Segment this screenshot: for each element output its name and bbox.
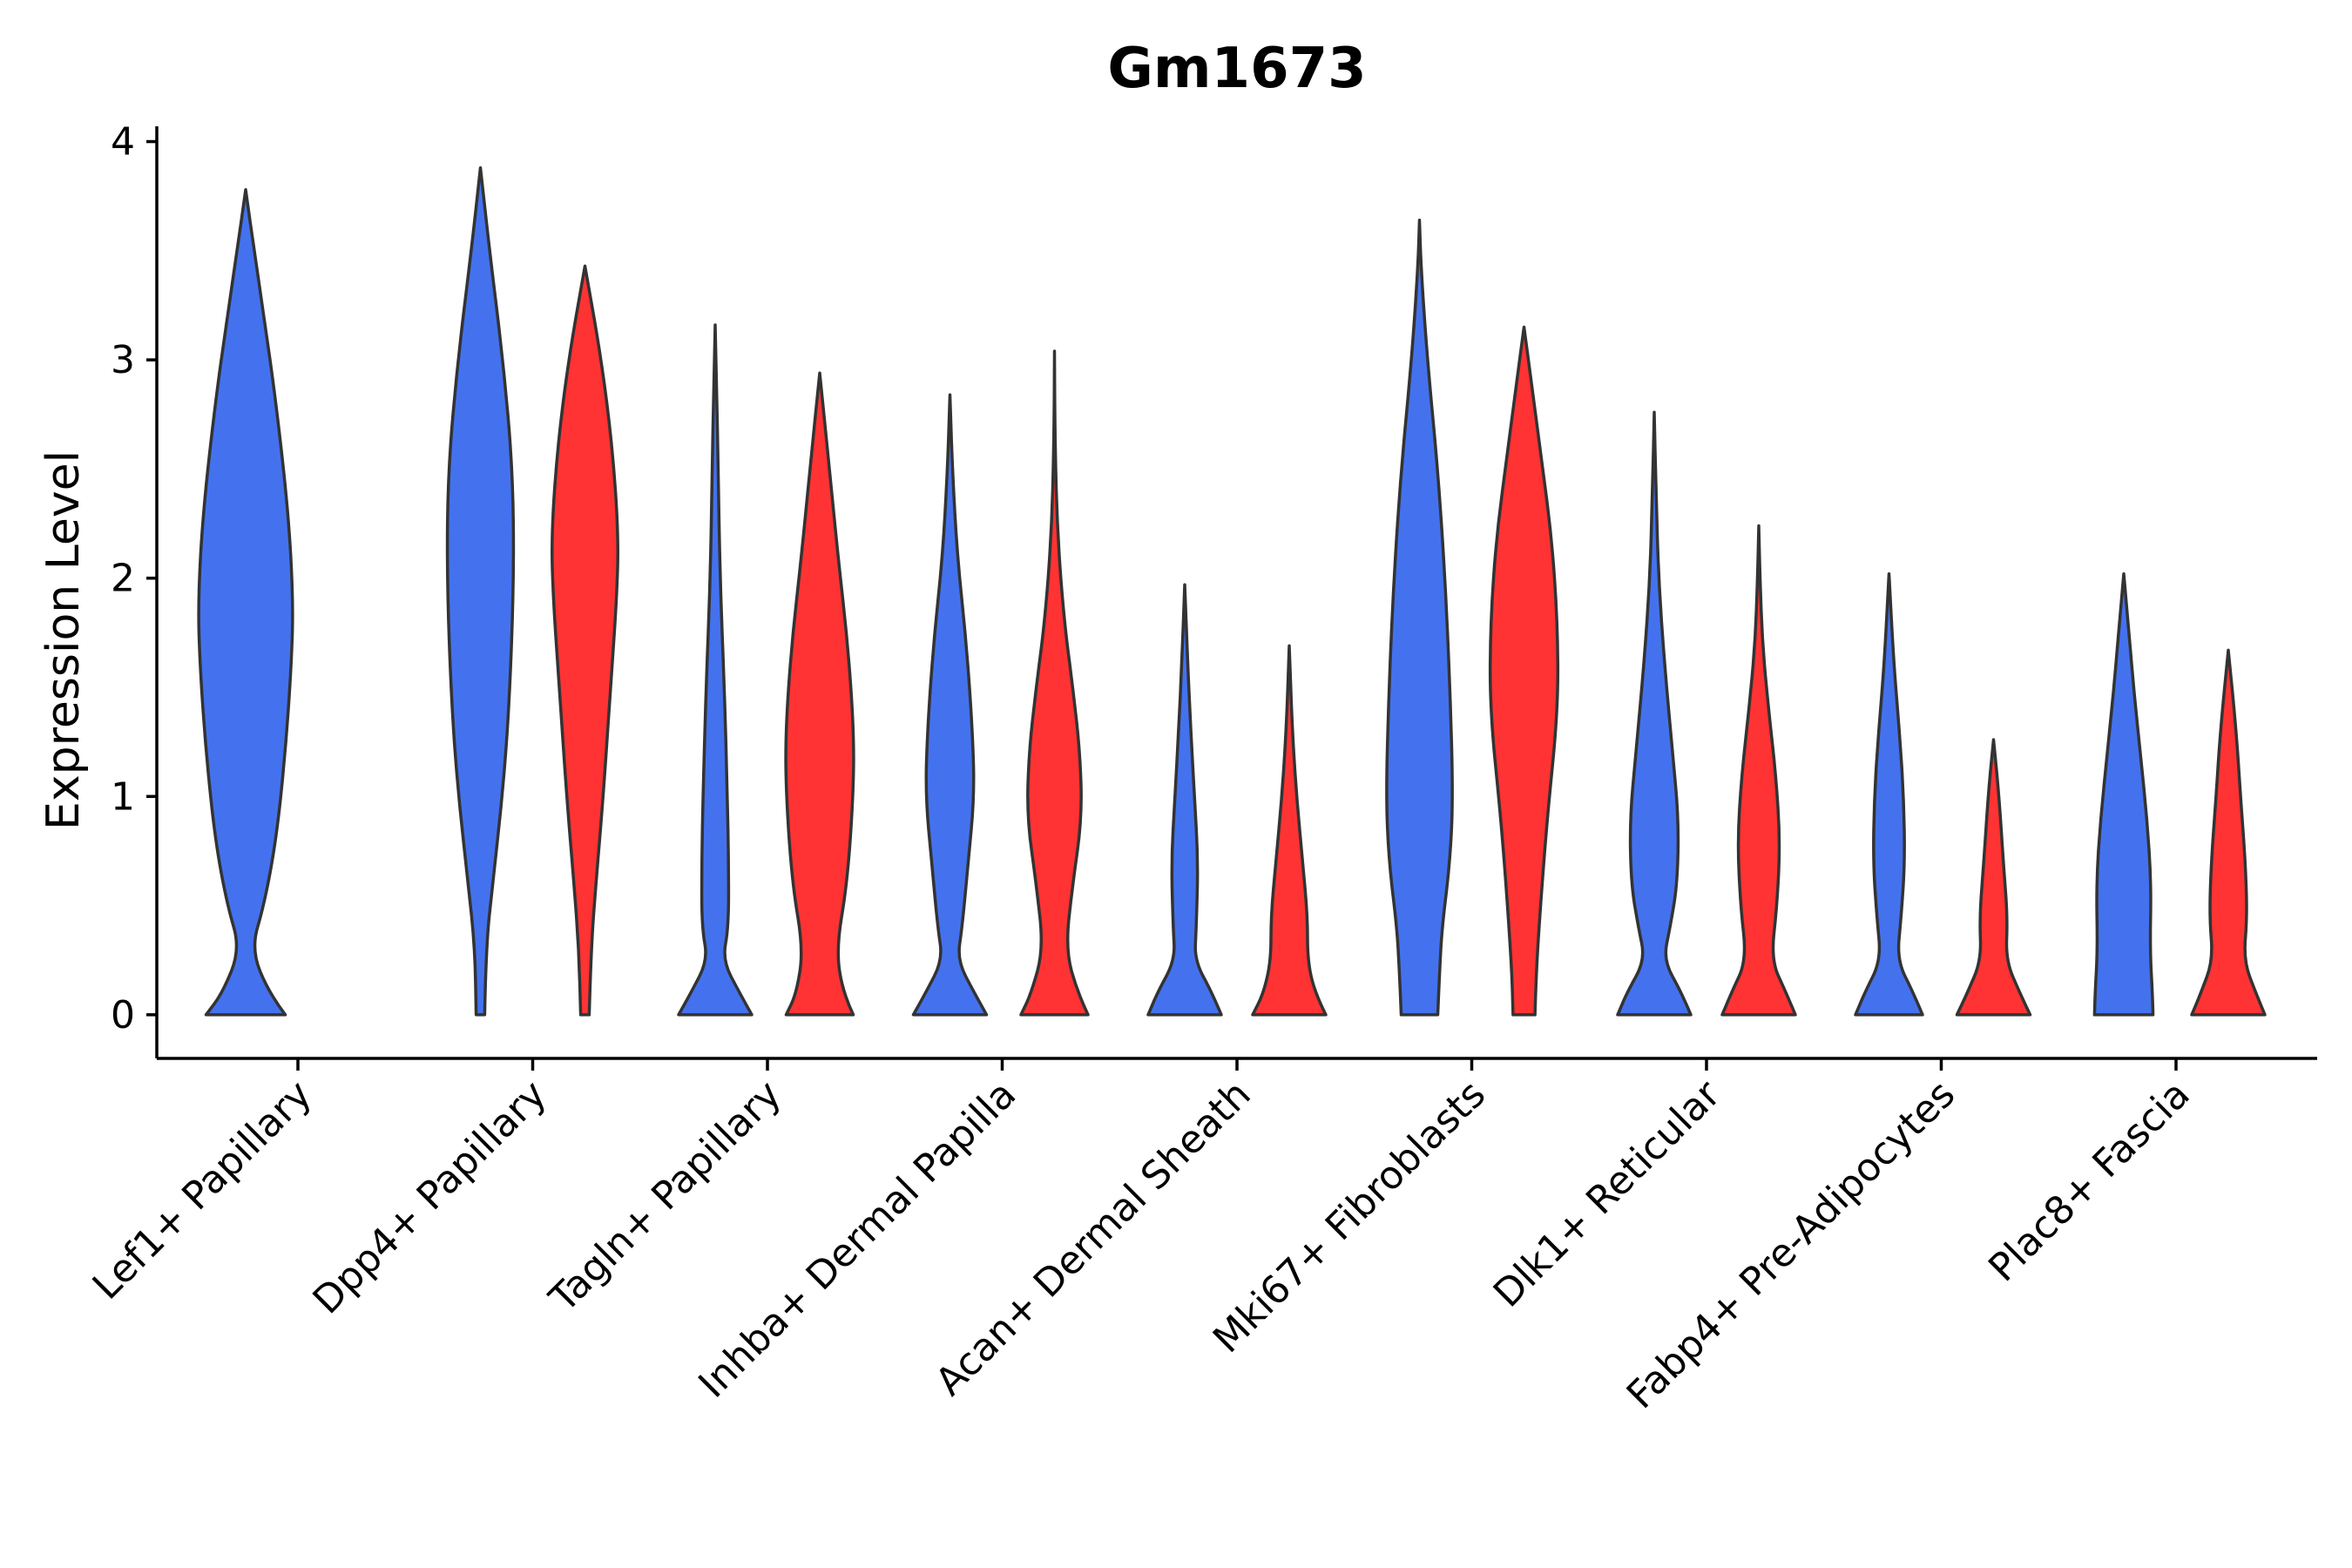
violin-blue-lef1-papillary xyxy=(197,187,294,1017)
y-axis-label: Expression Level xyxy=(37,450,90,830)
violin-red-inhba-dermal-papilla xyxy=(1019,349,1090,1017)
y-tick-label: 0 xyxy=(111,993,135,1037)
violin-blue-acan-dermal-sheath xyxy=(1146,583,1223,1017)
violin-red-fabp4-pre-adipocytes xyxy=(1955,738,2032,1017)
x-tick-label: Mki67+ Fibroblasts xyxy=(1205,1072,1494,1362)
violin-red-mki67-fibroblasts xyxy=(1488,325,1560,1017)
x-tick-label: Dlk1+ Reticular xyxy=(1485,1071,1730,1316)
y-tick-label: 3 xyxy=(111,338,135,382)
violin-red-acan-dermal-sheath xyxy=(1251,644,1328,1017)
violin-blue-plac8-fascia xyxy=(2092,571,2155,1017)
violin-blue-dlk1-reticular xyxy=(1616,410,1693,1017)
violin-plot-area xyxy=(197,166,2267,1017)
violin-blue-mki67-fibroblasts xyxy=(1385,219,1454,1017)
violin-blue-fabp4-pre-adipocytes xyxy=(1854,571,1924,1017)
x-tick-label: Tagln+ Papillary xyxy=(541,1072,790,1321)
violin-blue-inhba-dermal-papilla xyxy=(911,393,989,1017)
y-tick-label: 1 xyxy=(111,774,135,819)
violin-blue-tagln-papillary xyxy=(677,323,754,1017)
y-tick-label: 4 xyxy=(111,120,135,165)
y-axis: 0 1 2 3 4 xyxy=(111,120,159,1058)
x-tick-label: Lef1+ Papillary xyxy=(84,1072,321,1308)
violin-red-dpp4-papillary xyxy=(551,264,619,1017)
x-tick-label: Dpp4+ Papillary xyxy=(305,1072,556,1323)
violin-red-tagln-papillary xyxy=(784,371,855,1017)
violin-red-plac8-fascia xyxy=(2190,648,2267,1017)
x-tick-label: Plac8+ Fascia xyxy=(1980,1072,2199,1291)
chart-title: Gm1673 xyxy=(1107,37,1366,101)
violin-blue-dpp4-papillary xyxy=(445,166,516,1017)
y-tick-label: 2 xyxy=(111,557,135,601)
violin-red-dlk1-reticular xyxy=(1720,524,1797,1017)
